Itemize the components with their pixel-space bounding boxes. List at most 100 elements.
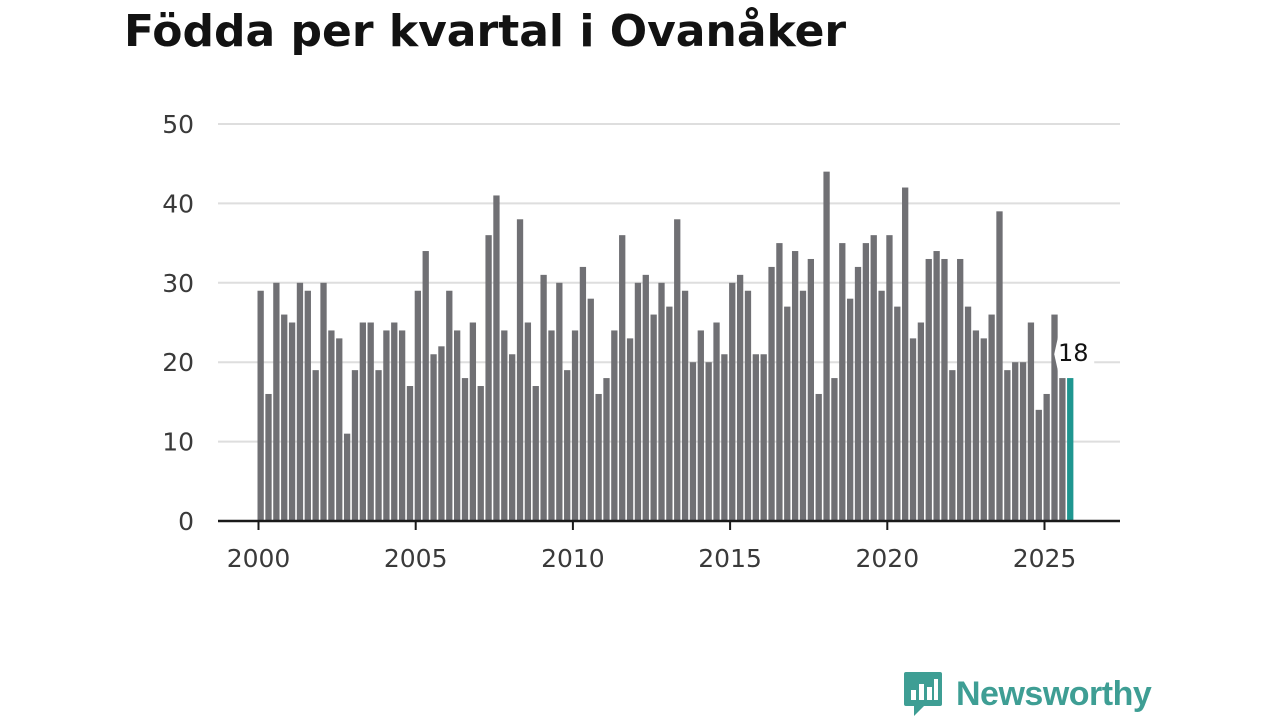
bar <box>909 338 917 521</box>
bar <box>1012 362 1019 521</box>
label-background <box>1054 336 1095 373</box>
bar <box>744 290 752 521</box>
bar <box>689 362 697 521</box>
bar <box>320 282 327 521</box>
bar <box>398 330 406 521</box>
bar <box>626 338 634 521</box>
bar <box>1043 393 1050 521</box>
bar <box>1035 409 1042 521</box>
bar <box>1051 314 1058 521</box>
bar <box>469 322 477 521</box>
bar <box>642 274 649 521</box>
bar <box>721 354 728 521</box>
bar <box>862 243 870 521</box>
bar <box>658 282 665 521</box>
y-tick-label: 10 <box>162 428 194 457</box>
bar <box>1004 370 1011 521</box>
y-tick-label: 50 <box>162 110 194 139</box>
bar <box>988 314 995 521</box>
x-tick-label: 2015 <box>698 544 762 573</box>
y-tick-label: 40 <box>162 189 194 218</box>
bar <box>312 370 319 521</box>
bar <box>831 378 838 521</box>
bar <box>304 290 311 521</box>
annotations: 18 <box>1054 336 1095 373</box>
bar <box>964 306 972 521</box>
bar <box>579 266 587 521</box>
x-tick-label: 2020 <box>855 544 919 573</box>
bar <box>752 354 759 521</box>
bar <box>296 282 304 521</box>
bar <box>980 338 987 521</box>
bar <box>1027 322 1035 521</box>
x-axis-ticks: 2000 2005 2010 2015 2020 2025 <box>227 521 1077 573</box>
bar <box>634 282 642 521</box>
bar <box>446 290 453 521</box>
bar <box>281 314 288 521</box>
bar <box>351 370 359 521</box>
bar <box>941 258 948 521</box>
bar <box>886 235 893 521</box>
highlight-value-label: 18 <box>1058 339 1089 367</box>
bar <box>454 330 461 521</box>
bar <box>603 378 610 521</box>
bar <box>650 314 657 521</box>
bar <box>807 258 814 521</box>
bar <box>681 290 689 521</box>
bar <box>493 195 500 521</box>
bar <box>776 243 783 521</box>
bar <box>288 322 296 521</box>
y-axis-ticks: 0 10 20 30 40 50 <box>162 110 194 536</box>
x-tick-label: 2000 <box>227 544 291 573</box>
brand-name: Newsworthy <box>956 674 1152 713</box>
bar <box>406 386 414 521</box>
bar <box>760 354 767 521</box>
bar <box>1059 378 1066 521</box>
x-tick-label: 2010 <box>541 544 605 573</box>
bar <box>925 258 932 521</box>
bar <box>564 370 571 521</box>
bar <box>713 322 720 521</box>
bar <box>894 306 901 521</box>
bar <box>870 235 877 521</box>
bar-chart: 0 10 20 30 40 50 2000 2005 2010 2015 2020 2025 18 <box>162 110 1120 573</box>
y-tick-label: 20 <box>162 348 194 377</box>
bar <box>430 354 437 521</box>
bar <box>383 330 390 521</box>
bar <box>799 290 807 521</box>
bar <box>705 362 712 521</box>
bar <box>839 243 846 521</box>
bar <box>768 266 775 521</box>
bar <box>328 330 335 521</box>
bar <box>619 235 626 521</box>
bar <box>477 386 484 521</box>
bar <box>902 187 909 521</box>
bar <box>571 330 579 521</box>
bar <box>336 338 343 521</box>
bar <box>823 171 830 521</box>
bar <box>917 322 925 521</box>
bars <box>218 171 1120 523</box>
bar <box>815 393 822 521</box>
bar <box>556 282 563 521</box>
bar <box>878 290 885 521</box>
bar <box>485 235 492 521</box>
bar <box>540 274 547 521</box>
bar <box>422 251 429 522</box>
x-tick-label: 2025 <box>1013 544 1077 573</box>
bar <box>548 330 555 521</box>
bar <box>847 298 854 521</box>
bar <box>611 330 618 521</box>
bar <box>414 290 421 521</box>
bar <box>736 274 744 521</box>
bar <box>516 219 524 521</box>
brand-logo-lockup: Newsworthy <box>902 670 1152 718</box>
bar <box>1019 362 1027 521</box>
x-tick-label: 2005 <box>384 544 448 573</box>
bar <box>367 322 374 521</box>
y-tick-label: 30 <box>162 269 194 298</box>
bar <box>257 290 264 521</box>
bar <box>524 322 532 521</box>
bar <box>273 282 280 521</box>
bar <box>438 346 445 521</box>
